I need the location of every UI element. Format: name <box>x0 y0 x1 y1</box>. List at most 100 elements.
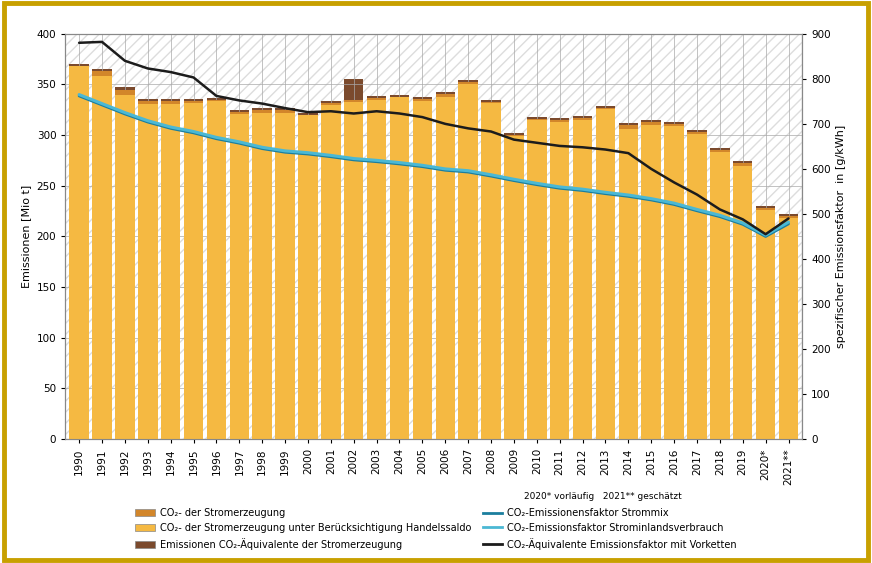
Bar <box>184 101 203 439</box>
Bar <box>733 163 753 439</box>
Bar <box>481 102 501 439</box>
Y-axis label: spezifischer Emissionsfaktor  in [g/kWh]: spezifischer Emissionsfaktor in [g/kWh] <box>836 125 847 348</box>
Bar <box>596 108 615 439</box>
Bar <box>229 112 249 439</box>
Bar <box>412 99 433 439</box>
Bar <box>618 129 638 439</box>
Bar <box>207 100 226 439</box>
Bar <box>412 101 433 439</box>
Bar <box>481 100 501 439</box>
Text: 2020* vorläufig   2021** geschätzt: 2020* vorläufig 2021** geschätzt <box>524 492 682 501</box>
Bar <box>229 114 249 439</box>
Bar <box>92 69 112 439</box>
Bar <box>550 122 569 439</box>
Bar <box>710 153 730 439</box>
Bar <box>412 97 433 439</box>
Bar <box>779 214 798 439</box>
Bar <box>92 77 112 439</box>
Bar <box>642 125 661 439</box>
Bar <box>504 133 524 439</box>
Bar <box>207 101 226 439</box>
Bar <box>253 108 272 439</box>
Bar <box>184 99 203 439</box>
Bar <box>229 110 249 439</box>
Bar <box>756 208 775 439</box>
Bar <box>276 113 295 439</box>
Bar <box>459 81 478 439</box>
Bar <box>504 136 524 439</box>
Bar <box>184 102 203 439</box>
Bar <box>642 120 661 439</box>
Bar <box>390 97 409 439</box>
Bar <box>70 64 89 439</box>
Bar <box>138 101 158 439</box>
Bar <box>115 87 134 439</box>
Bar <box>504 135 524 439</box>
Bar <box>298 113 317 439</box>
Bar <box>115 90 134 439</box>
Bar <box>138 104 158 439</box>
Bar <box>435 97 455 439</box>
Bar <box>550 120 569 439</box>
Bar <box>687 134 706 439</box>
Bar <box>276 108 295 439</box>
Bar <box>367 96 386 439</box>
Bar <box>276 110 295 439</box>
Bar <box>618 125 638 439</box>
Bar <box>70 66 89 439</box>
Y-axis label: Emissionen [Mio t]: Emissionen [Mio t] <box>21 185 31 288</box>
Bar <box>664 126 684 439</box>
Bar <box>161 101 181 439</box>
Bar <box>161 104 181 439</box>
Bar <box>664 122 684 439</box>
Bar <box>756 206 775 439</box>
Bar <box>550 118 569 439</box>
Bar <box>573 116 592 439</box>
Bar <box>344 102 364 439</box>
Legend: CO₂- der Stromerzeugung, CO₂- der Stromerzeugung unter Berücksichtigung Handelss: CO₂- der Stromerzeugung, CO₂- der Strome… <box>133 505 739 552</box>
Bar <box>779 216 798 439</box>
Bar <box>596 106 615 439</box>
Bar <box>390 95 409 439</box>
Bar <box>207 97 226 439</box>
Bar <box>367 97 386 439</box>
Bar <box>138 99 158 439</box>
Bar <box>367 100 386 439</box>
Bar <box>687 130 706 439</box>
Bar <box>573 120 592 439</box>
Bar <box>710 148 730 439</box>
Bar <box>618 123 638 439</box>
Bar <box>596 109 615 439</box>
Bar <box>481 102 501 439</box>
Bar <box>779 218 798 439</box>
Bar <box>321 102 341 439</box>
Bar <box>70 66 89 439</box>
Bar <box>298 115 317 439</box>
Bar <box>435 93 455 439</box>
Bar <box>527 117 547 439</box>
Bar <box>253 113 272 439</box>
Bar <box>390 97 409 439</box>
Bar <box>435 92 455 439</box>
Bar <box>161 99 181 439</box>
Bar <box>527 119 547 439</box>
Bar <box>344 79 364 439</box>
Bar <box>321 105 341 439</box>
Bar <box>664 124 684 439</box>
Bar <box>298 115 317 439</box>
Bar <box>710 150 730 439</box>
Bar <box>733 162 753 439</box>
Bar <box>733 166 753 439</box>
Bar <box>527 120 547 439</box>
Bar <box>756 210 775 439</box>
Bar <box>459 82 478 439</box>
Bar <box>573 118 592 439</box>
Bar <box>344 100 364 439</box>
Bar <box>115 95 134 439</box>
Bar <box>92 72 112 439</box>
Bar <box>642 122 661 439</box>
Bar <box>459 84 478 439</box>
Bar <box>687 132 706 439</box>
Bar <box>321 101 341 439</box>
Bar <box>253 110 272 439</box>
